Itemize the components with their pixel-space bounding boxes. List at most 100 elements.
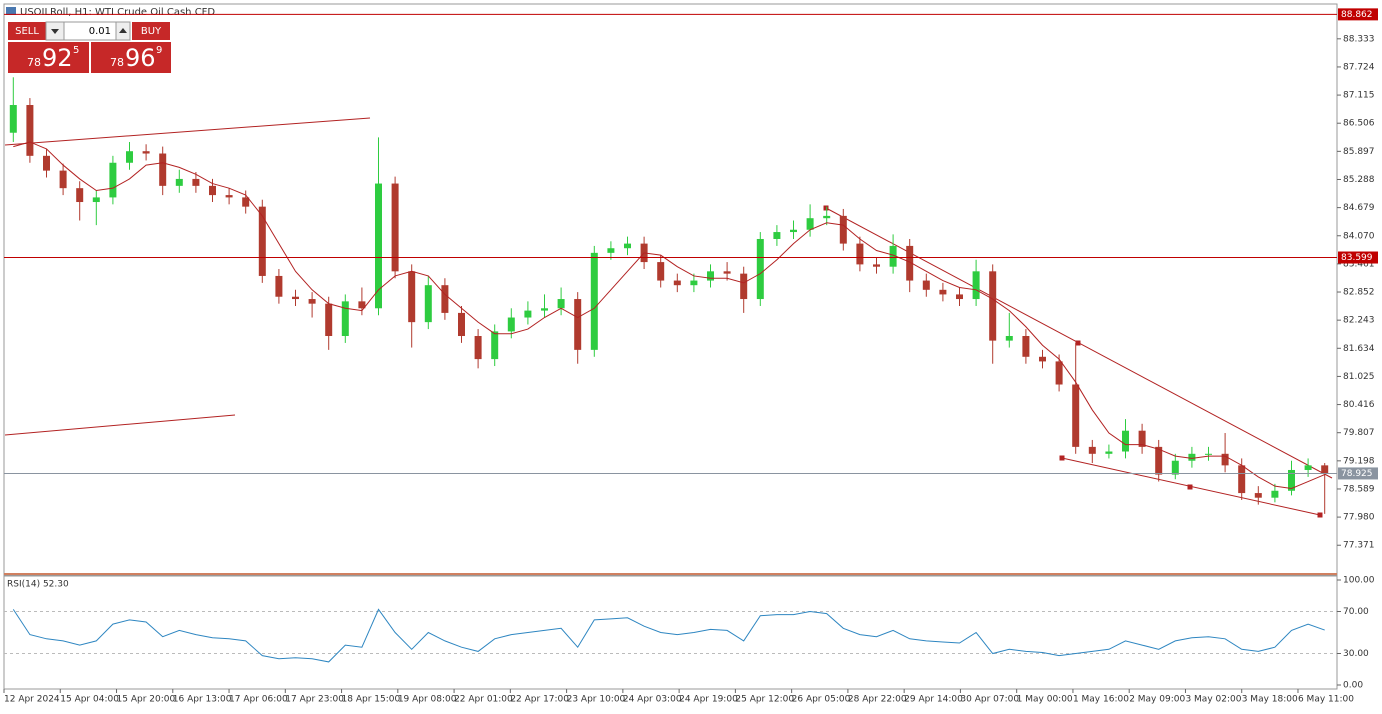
candle-body [856, 243, 864, 265]
price-label-bg [1338, 8, 1378, 21]
trade-panel: SELL 0.01 BUY 78 92 5 78 96 9 [8, 21, 171, 73]
x-tick-label: 3 May 18:00 [1242, 695, 1298, 705]
candle-body [341, 301, 349, 337]
candle-body [1321, 465, 1329, 474]
anchor [823, 205, 829, 211]
anchor [1059, 455, 1065, 461]
candle-body [126, 151, 133, 163]
ask-small: 78 [110, 56, 124, 69]
candle-body [922, 280, 930, 290]
trendline [4, 414, 236, 436]
x-tick-label: 18 Apr 15:00 [342, 695, 401, 705]
y-tick-label: 79.198 [1343, 456, 1375, 466]
y-tick-label: 88.333 [1343, 34, 1375, 44]
candle-body [1288, 469, 1295, 491]
candle-body [607, 248, 615, 253]
candle-body [1254, 493, 1262, 498]
candle-body [1122, 430, 1129, 452]
moving-average [13, 141, 1325, 489]
price-label: 78.925 [1341, 469, 1373, 479]
candle-body [59, 170, 67, 189]
chart-title: USOILRoll, H1: WTI Crude Oil Cash CFD [20, 7, 215, 18]
x-tick-label: 19 Apr 08:00 [398, 695, 457, 705]
candle-body [242, 197, 250, 207]
anchor [1187, 484, 1193, 490]
ask-sup: 9 [156, 45, 162, 56]
candle-body [673, 280, 681, 286]
x-tick-label: 12 Apr 2024 [4, 695, 60, 705]
y-tick-label: 87.115 [1343, 91, 1375, 101]
candle-body [524, 310, 532, 318]
rsi-tick-label: 0.00 [1343, 681, 1363, 691]
bid-box[interactable] [8, 42, 89, 73]
candle-body [790, 229, 797, 233]
rsi-label: RSI(14) 52.30 [7, 580, 69, 590]
x-tick-label: 23 Apr 10:00 [567, 695, 626, 705]
candle-body [1055, 361, 1063, 385]
candle-body [109, 162, 117, 198]
candle-body [225, 195, 233, 198]
candle-body [26, 105, 34, 156]
rsi-pane [3, 575, 1338, 690]
x-tick-label: 3 May 02:00 [1185, 695, 1241, 705]
candle-body [806, 218, 814, 230]
candle-body [441, 285, 449, 313]
price-label-bg [1338, 251, 1378, 264]
candle-body [1005, 336, 1013, 341]
rsi-line [12, 608, 1325, 663]
y-tick-label: 77.980 [1343, 513, 1375, 523]
buy-button[interactable] [132, 22, 170, 40]
candle-body [989, 271, 997, 341]
y-tick-label: 86.506 [1343, 119, 1375, 129]
trendline [4, 117, 371, 146]
candle-body [458, 312, 465, 337]
lot-value: 0.01 [89, 26, 111, 37]
y-tick-label: 82.852 [1343, 288, 1375, 298]
candle-body [474, 336, 482, 360]
sell-label: SELL [15, 26, 39, 37]
ask-box[interactable] [91, 42, 171, 73]
y-tick-label: 85.288 [1343, 175, 1375, 185]
candle-body [1155, 446, 1163, 475]
candle-body [1271, 490, 1279, 498]
x-tick-label: 15 Apr 20:00 [117, 695, 176, 705]
candle-body [773, 232, 781, 239]
candle-body [391, 183, 399, 272]
candle-body [1188, 453, 1196, 461]
candle-body [906, 245, 914, 281]
candle-body [939, 289, 947, 295]
chart-header: USOILRoll, H1: WTI Crude Oil Cash CFD [6, 7, 215, 18]
candle-body [1221, 453, 1229, 466]
y-tick-label: 78.589 [1343, 484, 1375, 494]
candle-body [9, 105, 17, 133]
bid-big: 92 [42, 44, 73, 72]
candle-body [92, 197, 100, 203]
candle-body [308, 299, 316, 304]
y-tick-label: 84.070 [1343, 231, 1375, 241]
candle-body [209, 185, 216, 196]
x-tick-label: 29 Apr 14:00 [904, 695, 963, 705]
anchor [1317, 512, 1323, 518]
candle-body [1088, 446, 1096, 454]
candle-body [1138, 430, 1146, 447]
sell-button[interactable] [8, 22, 46, 40]
x-tick-label: 1 May 00:00 [1017, 695, 1073, 705]
candle-body [1304, 465, 1312, 470]
anchor [1075, 340, 1081, 346]
x-tick-label: 22 Apr 01:00 [454, 695, 513, 705]
arrow [51, 29, 59, 34]
rsi-tick-label: 30.00 [1343, 649, 1369, 659]
ask-big: 96 [125, 44, 156, 72]
y-tick-label: 85.897 [1343, 147, 1375, 157]
candle-body [1171, 460, 1179, 475]
candle-body [873, 264, 880, 267]
candle-body [507, 317, 515, 332]
x-tick-label: 26 Apr 05:00 [792, 695, 851, 705]
price-label: 83.599 [1341, 253, 1373, 263]
candle-body [574, 299, 582, 350]
x-tick-label: 16 Apr 13:00 [173, 695, 232, 705]
candle-body [1022, 336, 1030, 357]
candle-body [823, 215, 831, 219]
x-tick-label: 15 Apr 04:00 [60, 695, 119, 705]
